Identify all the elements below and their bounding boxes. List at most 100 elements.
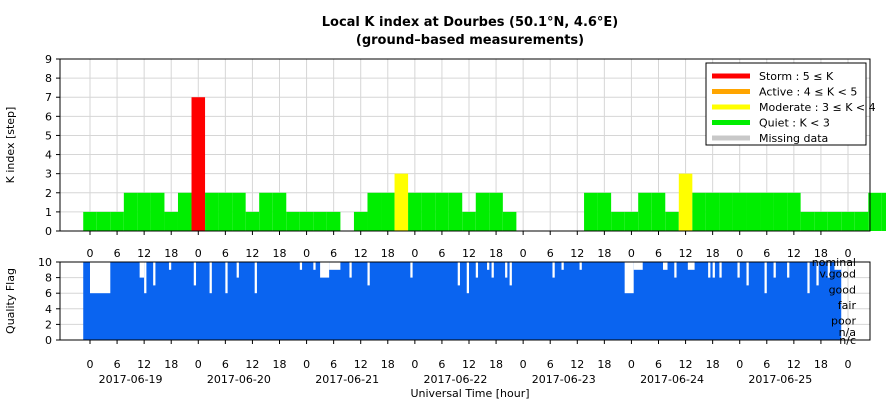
quality-dip [153, 262, 156, 286]
kindex-bar [137, 192, 151, 231]
quality-level-label: poor [831, 315, 856, 328]
quality-dip [827, 262, 830, 278]
quality-dip [579, 262, 582, 270]
kindex-bar [448, 192, 463, 231]
quality-level-label: n/a [839, 326, 856, 339]
kindex-x-tick-label: 0 [87, 247, 94, 260]
quality-dip [708, 262, 711, 278]
quality-x-tick-label: 12 [462, 358, 476, 371]
quality-y-tick-label: 0 [45, 334, 52, 347]
kindex-bar [624, 211, 639, 231]
quality-x-tick-label: 18 [273, 358, 287, 371]
quality-dip [367, 262, 370, 286]
kindex-bar [408, 192, 422, 231]
date-label: 2017-06-22 [423, 373, 487, 386]
kindex-bar [638, 192, 652, 231]
quality-x-tick-label: 12 [679, 358, 693, 371]
quality-x-tick-label: 12 [137, 358, 151, 371]
kindex-bar [353, 211, 368, 231]
quality-dip [225, 262, 228, 294]
kindex-y-tick-label: 1 [45, 206, 52, 219]
quality-x-tick-label: 18 [489, 358, 503, 371]
quality-y-ticks: 0 2 4 6 8 10 [38, 256, 60, 347]
kindex-y-tick-label: 8 [45, 72, 52, 85]
kindex-x-tick-label: 18 [814, 247, 828, 260]
date-label: 2017-06-21 [315, 373, 379, 386]
quality-x-tick-label: 0 [845, 358, 852, 371]
kindex-y-tick-label: 0 [45, 225, 52, 238]
kindex-plot-frame [59, 58, 871, 232]
kindex-bar [475, 192, 490, 231]
kindex-bar [651, 192, 666, 231]
quality-x-tick-label: 0 [303, 358, 310, 371]
kindex-y-tick-label: 4 [45, 149, 52, 162]
kindex-bar [760, 192, 774, 231]
quality-x-tick-label: 6 [438, 358, 445, 371]
quality-x-tick-label: 12 [245, 358, 259, 371]
kindex-bar [678, 173, 693, 231]
quality-dip [816, 262, 819, 286]
date-label: 2017-06-19 [99, 373, 163, 386]
quality-x-tick-label: 0 [411, 358, 418, 371]
quality-dip [144, 262, 147, 294]
quality-area [83, 262, 842, 340]
kindex-x-tick-label: 18 [273, 247, 287, 260]
kindex-bar [286, 211, 300, 231]
quality-y-tick-label: 10 [38, 256, 52, 269]
kindex-x-tick-label: 12 [354, 247, 368, 260]
quality-dip [712, 262, 715, 278]
kindex-x-tick-label: 18 [489, 247, 503, 260]
kindex-bar [665, 211, 679, 231]
kindex-bar [299, 211, 314, 231]
quality-x-tick-label: 18 [597, 358, 611, 371]
kindex-bar [313, 211, 327, 231]
kindex-x-tick-label: 12 [462, 247, 476, 260]
kindex-bar [394, 173, 409, 231]
kindex-bar [489, 192, 503, 231]
kindex-bar [787, 192, 801, 231]
kindex-x-tick-label: 6 [438, 247, 445, 260]
kindex-bar [705, 192, 720, 231]
kindex-bar [868, 192, 882, 231]
kindex-bar [367, 192, 382, 231]
quality-x-tick-label: 6 [655, 358, 662, 371]
kindex-bar [435, 192, 449, 231]
quality-x-tick-label: 18 [814, 358, 828, 371]
kindex-x-tick-label: 6 [114, 247, 121, 260]
quality-dip [90, 262, 111, 294]
quality-dip [663, 262, 668, 270]
kindex-bar [150, 192, 165, 231]
kindex-bar [502, 211, 517, 231]
quality-dip [168, 262, 172, 270]
kindex-x-tick-label: 12 [787, 247, 801, 260]
date-labels: 2017-06-19 2017-06-20 2017-06-21 2017-06-22… [99, 373, 813, 386]
legend-label: Missing data [759, 132, 828, 145]
kindex-bar [326, 211, 341, 231]
kindex-bar [881, 192, 886, 231]
quality-x-tick-label: 6 [763, 358, 770, 371]
quality-dip [329, 262, 341, 270]
kindex-x-tick-label: 6 [547, 247, 554, 260]
quality-dip [475, 262, 479, 278]
quality-dip [349, 262, 352, 278]
kindex-bar [177, 192, 192, 231]
x-axis-label: Universal Time [hour] [410, 387, 529, 400]
kindex-x-tick-label: 18 [706, 247, 720, 260]
quality-dip [299, 262, 303, 270]
quality-x-tick-label: 0 [628, 358, 635, 371]
kindex-x-tick-label: 12 [137, 247, 151, 260]
quality-dip [764, 262, 767, 294]
kindex-bar [462, 211, 476, 231]
quality-x-tick-label: 6 [114, 358, 121, 371]
quality-dip [552, 262, 555, 278]
quality-dip [687, 262, 695, 270]
kindex-x-tick-label: 0 [195, 247, 202, 260]
kindex-x-tick-label: 6 [330, 247, 337, 260]
quality-area-fill [83, 262, 842, 340]
kindex-bar [773, 192, 788, 231]
kindex-bar [272, 192, 287, 231]
kindex-bar [205, 192, 219, 231]
kindex-x-tick-label: 0 [303, 247, 310, 260]
date-label: 2017-06-25 [748, 373, 812, 386]
